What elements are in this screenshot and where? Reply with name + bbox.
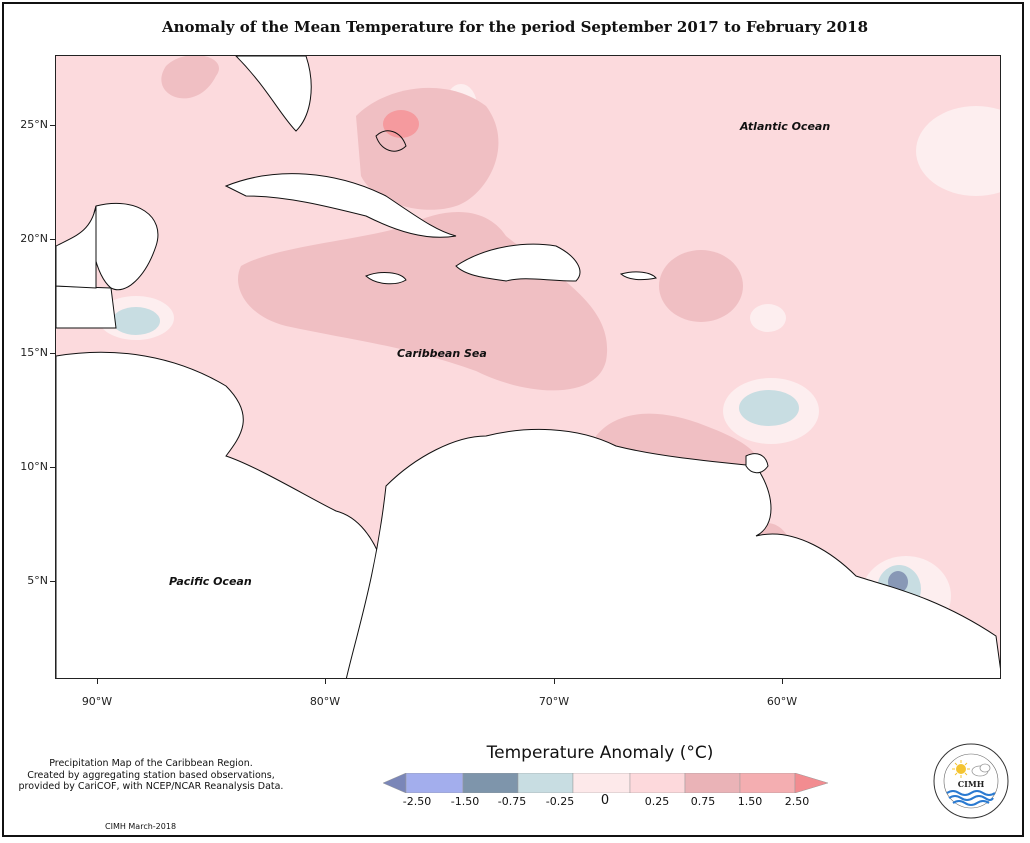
legend-swatch: [517, 773, 574, 793]
lat-label-10n: 10°N: [20, 460, 48, 473]
legend-tick-label: 1.50: [737, 795, 763, 808]
legend-swatch: [739, 773, 796, 793]
land-mexico-south: [56, 285, 117, 329]
legend-tick-label: 0.25: [644, 795, 670, 808]
legend-swatch: [462, 773, 519, 793]
lon-label-90w: 90°W: [81, 695, 113, 708]
lat-label-5n: 5°N: [27, 574, 48, 587]
label-pacific-ocean: Pacific Ocean: [169, 575, 252, 588]
anomaly-map: [56, 56, 1000, 678]
lon-label-60w: 60°W: [766, 695, 798, 708]
legend-title: Temperature Anomaly (°C): [486, 743, 714, 763]
anomaly-zone-hot-bahamas: [383, 110, 419, 138]
legend-tick-label: -0.25: [545, 795, 575, 808]
label-atlantic-ocean: Atlantic Ocean: [740, 120, 831, 133]
land-cuba: [224, 173, 457, 238]
lon-label-70w: 70°W: [538, 695, 570, 708]
lat-label-25n: 25°N: [20, 118, 48, 131]
legend-tick-label: 2.50: [784, 795, 810, 808]
logo-text: CIMH: [958, 779, 985, 789]
source-note-line: provided by CariCOF, with NCEP/NCAR Rean…: [18, 781, 284, 792]
map-panel: [55, 55, 1001, 679]
lat-tick: [50, 353, 55, 354]
cimh-logo: CIMH: [933, 743, 1009, 819]
legend-tick-label: 0: [600, 793, 610, 808]
anomaly-zone-cool-windwards: [739, 390, 799, 426]
land-puerto-rico: [619, 271, 657, 281]
source-note: Precipitation Map of the Caribbean Regio…: [6, 758, 296, 793]
lat-label-20n: 20°N: [20, 232, 48, 245]
lat-label-15n: 15°N: [20, 346, 48, 359]
credit-text: CIMH March-2018: [105, 822, 177, 831]
legend-tick-label: 0.75: [690, 795, 716, 808]
cloud-icon: [971, 763, 991, 777]
land-jamaica: [365, 272, 407, 285]
lon-tick: [554, 679, 555, 684]
legend-swatch: [572, 773, 631, 793]
legend-swatch: [629, 773, 686, 793]
legend-tick-label: -2.50: [402, 795, 432, 808]
land-bahamas: [375, 130, 407, 152]
anomaly-zone-neutral-antilles: [750, 304, 786, 332]
anomaly-zone-gulf: [161, 56, 219, 99]
map-title: Anomaly of the Mean Temperature for the …: [161, 18, 869, 36]
label-caribbean-sea: Caribbean Sea: [397, 347, 487, 360]
source-note-line: Precipitation Map of the Caribbean Regio…: [49, 758, 253, 769]
lat-tick: [50, 125, 55, 126]
legend-swatch: [684, 773, 741, 793]
legend-colorbar: [383, 773, 828, 793]
legend-tick-label: -1.50: [450, 795, 480, 808]
land-gulf-coast: [56, 205, 97, 289]
lon-label-80w: 80°W: [309, 695, 341, 708]
land-florida: [235, 56, 312, 132]
anomaly-zone-leewards: [659, 250, 743, 322]
lon-tick: [782, 679, 783, 684]
sun-icon: [952, 760, 970, 778]
lon-tick: [97, 679, 98, 684]
land-south-america: [345, 428, 1000, 678]
legend-swatch-max: [794, 773, 828, 793]
waves-icon: [946, 790, 996, 806]
anomaly-zone-light-ne: [916, 106, 1000, 196]
source-note-line: Created by aggregating station based obs…: [27, 769, 275, 781]
lat-tick: [50, 239, 55, 240]
legend-tick-label: -0.75: [497, 795, 527, 808]
lat-tick: [50, 581, 55, 582]
legend-swatch-min: [383, 773, 407, 793]
lat-tick: [50, 467, 55, 468]
land-hispaniola: [455, 243, 581, 282]
legend-swatch: [405, 773, 464, 793]
land-trinidad: [745, 453, 769, 474]
anomaly-zone-cool-honduras: [112, 307, 160, 335]
lon-tick: [325, 679, 326, 684]
